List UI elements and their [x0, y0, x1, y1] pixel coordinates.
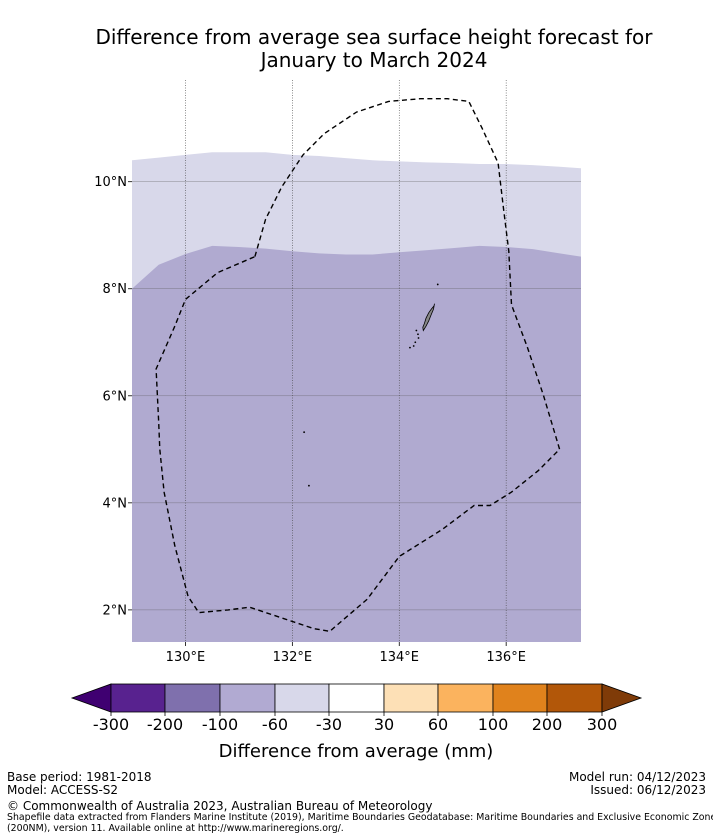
base-period-text: Base period: 1981-2018	[7, 770, 152, 784]
colorbar-label: Difference from average (mm)	[219, 741, 494, 762]
colorbar-tick-label: 300	[587, 715, 618, 734]
y-tick-label: 2°N	[103, 603, 128, 618]
small-island	[415, 329, 418, 332]
x-tick-label: 132°E	[273, 650, 313, 665]
x-tick-label: 130°E	[166, 650, 206, 665]
copyright-text: © Commonwealth of Australia 2023, Austra…	[7, 799, 433, 813]
y-tick-label: 6°N	[103, 389, 128, 404]
colorbar-tick-label: 200	[532, 715, 563, 734]
colorbar-tick-label: -200	[147, 715, 183, 734]
graticule	[132, 80, 581, 642]
small-island	[303, 431, 306, 434]
colorbar-segment	[437, 683, 494, 713]
map-title-line-1: Difference from average sea surface heig…	[95, 25, 653, 49]
y-tick-label: 10°N	[94, 175, 127, 190]
y-axis: 10°N 8°N 6°N 4°N 2°N	[94, 175, 132, 618]
colorbar-segment	[164, 683, 221, 713]
x-tick-label: 136°E	[486, 650, 526, 665]
y-tick-label: 4°N	[103, 496, 128, 511]
colorbar-min-extend	[70, 683, 112, 713]
colorbar-segment	[546, 683, 603, 713]
colorbar-tick-label: 30	[374, 715, 394, 734]
map-title-line-2: January to March 2024	[260, 48, 488, 72]
shapefile-credit-line-1: Shapefile data extracted from Flanders M…	[7, 812, 713, 823]
small-island	[414, 341, 417, 344]
eez-boundary	[155, 98, 561, 633]
x-axis: 130°E 132°E 134°E 136°E	[166, 642, 526, 665]
colorbar-tick-label: -30	[316, 715, 342, 734]
band-minus100-to-minus60	[132, 245, 581, 642]
small-island	[409, 346, 411, 349]
colorbar-tick-label: -100	[202, 715, 238, 734]
small-island	[412, 345, 415, 347]
colorbar-tick-label: 100	[478, 715, 509, 734]
small-island	[308, 484, 310, 487]
colorbar-segment	[110, 683, 166, 713]
colorbar-segment	[383, 683, 439, 713]
land-palau	[303, 283, 439, 487]
colorbar-max-extend	[601, 683, 643, 713]
x-tick-label: 134°E	[379, 650, 419, 665]
shapefile-credit-line-2: (200NM), version 11. Available online at…	[7, 823, 344, 834]
colorbar-segment	[219, 683, 276, 713]
colorbar-segment	[492, 683, 548, 713]
small-island	[436, 283, 439, 286]
main-island	[422, 303, 435, 332]
colorbar: -300 -200 -100 -60 -30 30 60 100 200 300 Differenc…	[70, 683, 643, 762]
colorbar-segment	[328, 683, 385, 713]
model-text: Model: ACCESS-S2	[7, 783, 119, 797]
small-island	[417, 333, 419, 336]
colorbar-tick-label: 60	[428, 715, 448, 734]
model-run-text: Model run: 04/12/2023	[568, 770, 706, 784]
small-island	[417, 337, 420, 339]
issued-text: Issued: 06/12/2023	[590, 783, 706, 797]
map-area	[132, 80, 581, 642]
colorbar-tick-label: -300	[93, 715, 129, 734]
y-tick-label: 8°N	[103, 282, 128, 297]
colorbar-tick-label: -60	[262, 715, 288, 734]
colorbar-segment	[274, 683, 330, 713]
